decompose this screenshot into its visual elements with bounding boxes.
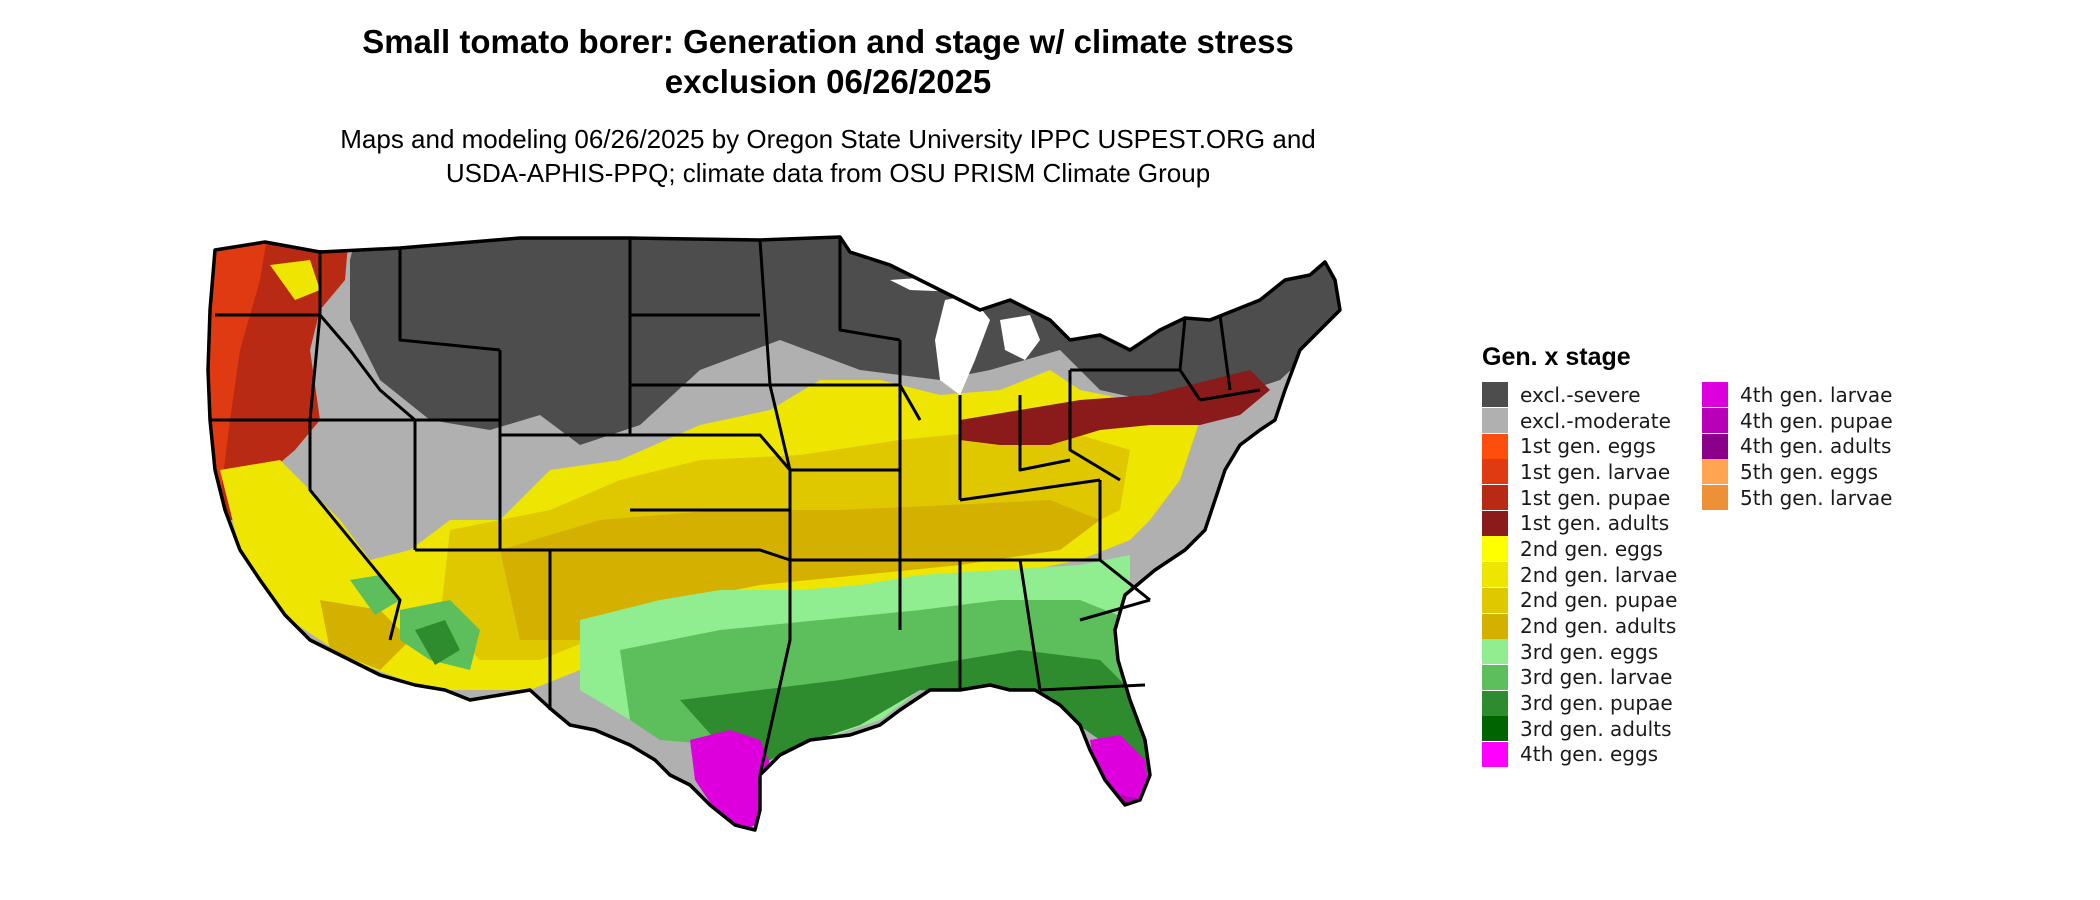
legend-label: 3rd gen. adults [1520,716,1672,741]
border-oh-pa [1068,370,1121,482]
border-ga-fl [1039,683,1146,692]
legend-label: 3rd gen. eggs [1520,639,1659,664]
legend-title: Gen. x stage [1482,343,1631,371]
legend-swatch [1482,716,1508,742]
border-ky-tn [959,478,1101,502]
us-generation-stage-map [206,235,1342,832]
legend-swatch [1482,613,1508,639]
state-borders [210,237,1261,776]
legend-swatch [1482,510,1508,536]
map-subtitle-line1: Maps and modeling 06/26/2025 by Oregon S… [340,124,1316,154]
legend-item: 3rd gen. larvae [1482,664,1677,691]
legend-swatch [1702,382,1728,408]
region-1st-gen-larvae-coast [208,237,270,510]
border-va-nc [1098,480,1151,602]
map-subtitle: Maps and modeling 06/26/2025 by Oregon S… [0,122,1656,190]
map-subtitle-line2: USDA-APHIS-PPQ; climate data from OSU PR… [445,158,1211,188]
legend-swatch [1482,408,1508,434]
region-4th-gen-larvae-texas [690,730,775,830]
legend-swatch [1702,408,1728,434]
legend-item: 1st gen. pupae [1482,485,1677,511]
legend-label: 4th gen. larvae [1740,382,1893,407]
border-ma-ct [1199,388,1261,402]
legend-item: 1st gen. eggs [1482,433,1677,459]
legend-label: 2nd gen. larvae [1520,562,1678,587]
legend-item: 4th gen. larvae [1702,382,1893,408]
border-ne-ks [630,433,792,471]
legend-swatch [1482,536,1508,562]
map-title: Small tomato borer: Generation and stage… [0,22,1656,102]
legend-item: 3rd gen. eggs [1482,639,1677,665]
border-in-oh [1018,395,1071,472]
legend-swatch [1482,664,1508,690]
map-title-line1: Small tomato borer: Generation and stage… [362,23,1294,60]
legend-label: 3rd gen. larvae [1520,665,1673,690]
legend-swatch [1482,690,1508,716]
border-ny-vt [1178,317,1187,371]
map-title-line2: exclusion 06/26/2025 [664,63,992,100]
legend-label: 1st gen. adults [1520,511,1670,536]
legend-label: 1st gen. eggs [1520,434,1656,459]
legend-label: 5th gen. eggs [1740,459,1879,484]
legend-swatch [1482,741,1508,767]
border-ut-co [415,418,502,550]
legend-swatch [1482,382,1508,408]
legend-label: 2nd gen. pupae [1520,588,1678,613]
legend-item: 5th gen. larvae [1702,485,1893,511]
region-3rd-gen-pupae [680,650,1150,780]
legend-swatch [1702,433,1728,459]
border-nh-ma [1218,314,1232,391]
legend-item: 2nd gen. larvae [1482,562,1677,588]
legend-item: excl.-moderate [1482,408,1677,434]
border-ok-tx [550,548,791,562]
legend-swatch [1702,485,1728,511]
legend-column-2: 4th gen. larvae 4th gen. pupae 4th gen. ad… [1702,382,1893,511]
legend-label: 4th gen. eggs [1520,742,1659,767]
legend-item: 1st gen. larvae [1482,459,1677,485]
legend-swatch [1482,639,1508,665]
border-mt-wy [398,248,501,352]
legend-item: 3rd gen. adults [1482,716,1677,742]
region-3rd-gen-pupae-az [415,620,460,665]
legend-swatch [1482,562,1508,588]
legend-item: excl.-severe [1482,382,1677,408]
border-ca-nv [308,420,402,641]
legend-item: 2nd gen. pupae [1482,587,1678,614]
legend-swatch [1482,433,1508,459]
legend-item: 4th gen. adults [1702,433,1893,459]
legend-label: 4th gen. adults [1740,434,1892,459]
lake-michigan [935,295,990,395]
legend-label: 1st gen. pupae [1520,485,1671,510]
legend-swatch [1482,485,1508,511]
legend-label: 1st gen. larvae [1520,459,1671,484]
legend-swatch [1482,587,1508,613]
us-national-border [206,235,1342,832]
legend-label: 3rd gen. pupae [1520,691,1673,716]
legend-label: 4th gen. pupae [1740,408,1893,433]
lake-huron [1000,315,1040,360]
border-al-ga [1018,559,1042,691]
legend-item: 3rd gen. pupae [1482,690,1677,716]
legend-label: 2nd gen. eggs [1520,536,1663,561]
border-mn-wi [838,237,901,342]
legend-item: 5th gen. eggs [1702,459,1893,485]
legend-item: 2nd gen. adults [1482,613,1677,639]
region-2nd-gen-larvae-wa [270,260,320,300]
legend-label: 2nd gen. adults [1520,614,1677,639]
legend-swatch [1702,459,1728,485]
legend-label: excl.-severe [1520,382,1641,407]
legend-label: excl.-moderate [1520,408,1671,433]
legend-column-1: excl.-severe excl.-moderate 1st gen. eggs 1… [1482,382,1677,767]
legend-label: 5th gen. larvae [1740,485,1893,510]
legend-item: 2nd gen. eggs [1482,536,1677,562]
border-sc-ga [1079,598,1151,622]
border-id-mt [318,250,416,422]
legend-item: 1st gen. adults [1482,510,1677,536]
region-2nd-gen-adults-sw [320,600,410,670]
legend-item: 4th gen. eggs [1482,741,1677,768]
legend-item: 4th gen. pupae [1702,408,1893,434]
legend-swatch [1482,459,1508,485]
